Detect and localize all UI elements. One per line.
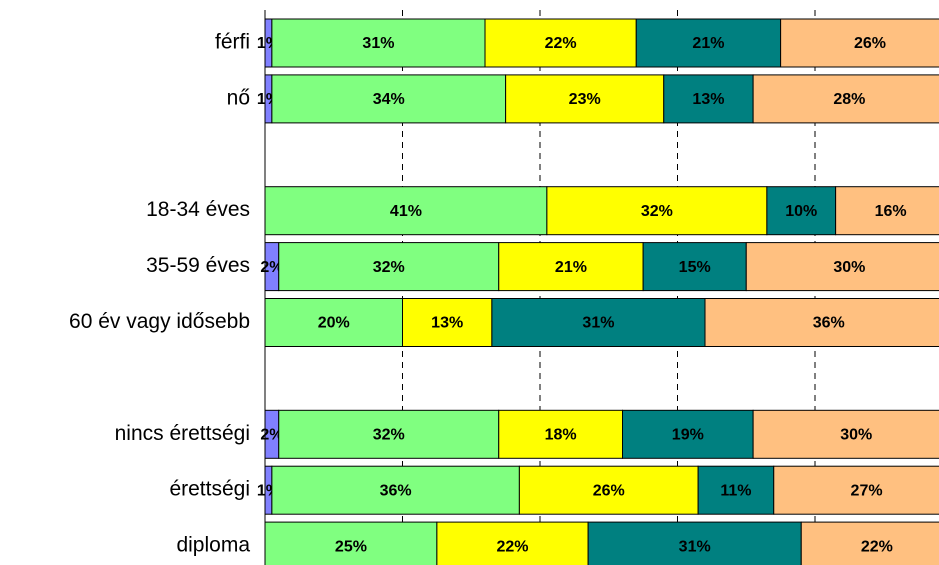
bar-segment (642, 242, 747, 292)
bar-segment (278, 242, 500, 292)
category-label: nő (227, 86, 250, 109)
value-label: 31% (582, 315, 614, 332)
value-label: 36% (380, 482, 412, 499)
value-label: 22% (496, 538, 528, 555)
bar-segment (271, 18, 486, 68)
bar-segment (773, 465, 939, 515)
value-label: 2% (260, 427, 283, 444)
value-label: 21% (692, 35, 724, 52)
value-label: 11% (720, 482, 751, 499)
value-label: 18% (545, 427, 577, 444)
value-label: 21% (555, 259, 587, 276)
value-label: 20% (318, 315, 350, 332)
bar-segment (498, 409, 623, 459)
bar-segment (498, 242, 644, 292)
bar-segment (635, 18, 782, 68)
bar-segment (518, 465, 699, 515)
value-label: 22% (861, 538, 893, 555)
value-label: 27% (851, 482, 883, 499)
value-label: 23% (569, 91, 601, 108)
category-label: 35-59 éves (146, 254, 250, 277)
value-label: 26% (854, 35, 886, 52)
bar-segment (622, 409, 754, 459)
value-label: 36% (813, 315, 845, 332)
bar-segment (402, 298, 493, 347)
value-label: 31% (679, 538, 711, 555)
value-label: 30% (840, 427, 872, 444)
value-label: 13% (431, 315, 463, 332)
value-label: 41% (390, 203, 422, 220)
value-label: 13% (692, 91, 724, 108)
value-label: 34% (373, 91, 405, 108)
value-label: 2% (260, 259, 283, 276)
bar-segment (491, 298, 706, 347)
value-label: 28% (833, 91, 865, 108)
bar-segment (780, 18, 939, 68)
bar-segment (800, 521, 939, 565)
category-label: 18-34 éves (146, 198, 250, 221)
value-label: 30% (833, 259, 865, 276)
bar-segment (697, 465, 775, 515)
bar-segment (271, 74, 507, 124)
category-label: érettségi (169, 478, 250, 501)
value-label: 32% (641, 203, 673, 220)
value-label: 16% (875, 203, 907, 220)
bar-segment (484, 18, 637, 68)
value-label: 32% (373, 427, 405, 444)
bar-segment (278, 409, 500, 459)
bar-segment (752, 74, 939, 124)
category-label: nincs érettségi (115, 422, 250, 445)
bar-segment (766, 186, 837, 236)
bar-segment (271, 465, 520, 515)
category-label: 60 év vagy idősebb (69, 310, 250, 333)
value-label: 15% (679, 259, 711, 276)
bar-segment (704, 298, 939, 347)
bar-segment (264, 298, 403, 347)
bar-segment (264, 186, 548, 236)
category-label: diploma (176, 534, 250, 557)
bar-segment (663, 74, 754, 124)
bar-segment (752, 409, 939, 459)
bar-segment (546, 186, 768, 236)
value-label: 19% (672, 427, 704, 444)
bar-segment (436, 521, 589, 565)
bar-segment (745, 242, 939, 292)
bar-segment (264, 521, 438, 565)
value-label: 10% (785, 203, 817, 220)
value-label: 22% (545, 35, 577, 52)
value-label: 32% (373, 259, 405, 276)
bar-segment (587, 521, 802, 565)
value-label: 26% (593, 482, 625, 499)
value-label: 31% (362, 35, 394, 52)
bar-segment (505, 74, 665, 124)
category-label: férfi (215, 31, 250, 54)
value-label: 25% (335, 538, 367, 555)
bar-segment (835, 186, 939, 236)
